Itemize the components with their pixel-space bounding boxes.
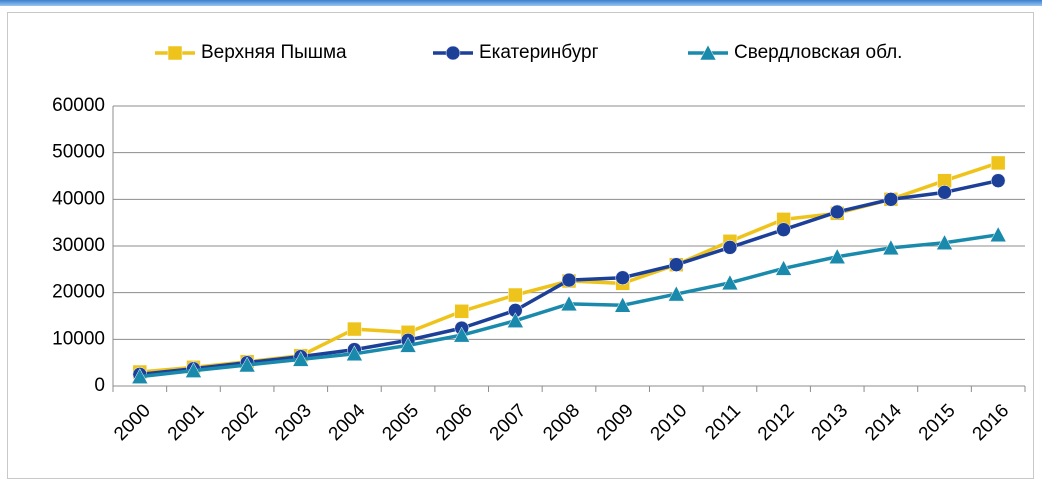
y-tick-label: 20000 bbox=[52, 282, 105, 303]
marker bbox=[937, 185, 952, 200]
legend-label: Екатеринбург bbox=[479, 42, 599, 63]
marker bbox=[669, 257, 684, 272]
top-bar bbox=[0, 0, 1042, 6]
marker bbox=[131, 368, 149, 384]
y-tick-label: 10000 bbox=[52, 328, 105, 349]
marker bbox=[667, 285, 685, 302]
y-tick-label: 30000 bbox=[52, 235, 105, 256]
marker bbox=[560, 295, 578, 312]
marker bbox=[989, 226, 1007, 243]
marker bbox=[614, 296, 632, 313]
legend-label: Свердловская обл. bbox=[734, 42, 902, 63]
legend-marker bbox=[699, 44, 717, 61]
marker bbox=[882, 239, 900, 256]
y-tick-label: 40000 bbox=[52, 188, 105, 209]
marker bbox=[561, 272, 577, 288]
marker bbox=[238, 356, 256, 373]
y-tick-label: 60000 bbox=[52, 95, 105, 116]
marker bbox=[776, 222, 791, 237]
y-tick-label: 50000 bbox=[52, 142, 105, 163]
marker bbox=[828, 248, 846, 264]
marker bbox=[453, 326, 471, 343]
marker bbox=[829, 204, 845, 220]
marker bbox=[454, 304, 469, 319]
marker bbox=[399, 336, 417, 353]
marker bbox=[615, 270, 630, 285]
legend-label: Верхняя Пышма bbox=[201, 42, 347, 63]
marker bbox=[185, 362, 202, 378]
marker bbox=[508, 287, 523, 303]
marker bbox=[990, 173, 1006, 188]
marker bbox=[345, 345, 363, 362]
legend-marker bbox=[445, 45, 461, 61]
marker bbox=[990, 155, 1006, 171]
marker bbox=[883, 192, 899, 207]
marker bbox=[775, 259, 793, 276]
marker bbox=[722, 240, 738, 255]
marker bbox=[292, 350, 310, 367]
y-tick-label: 0 bbox=[94, 375, 105, 396]
legend-marker bbox=[167, 45, 183, 61]
marker bbox=[721, 274, 739, 291]
marker bbox=[347, 321, 362, 337]
marker bbox=[936, 234, 953, 250]
marker bbox=[506, 312, 524, 328]
